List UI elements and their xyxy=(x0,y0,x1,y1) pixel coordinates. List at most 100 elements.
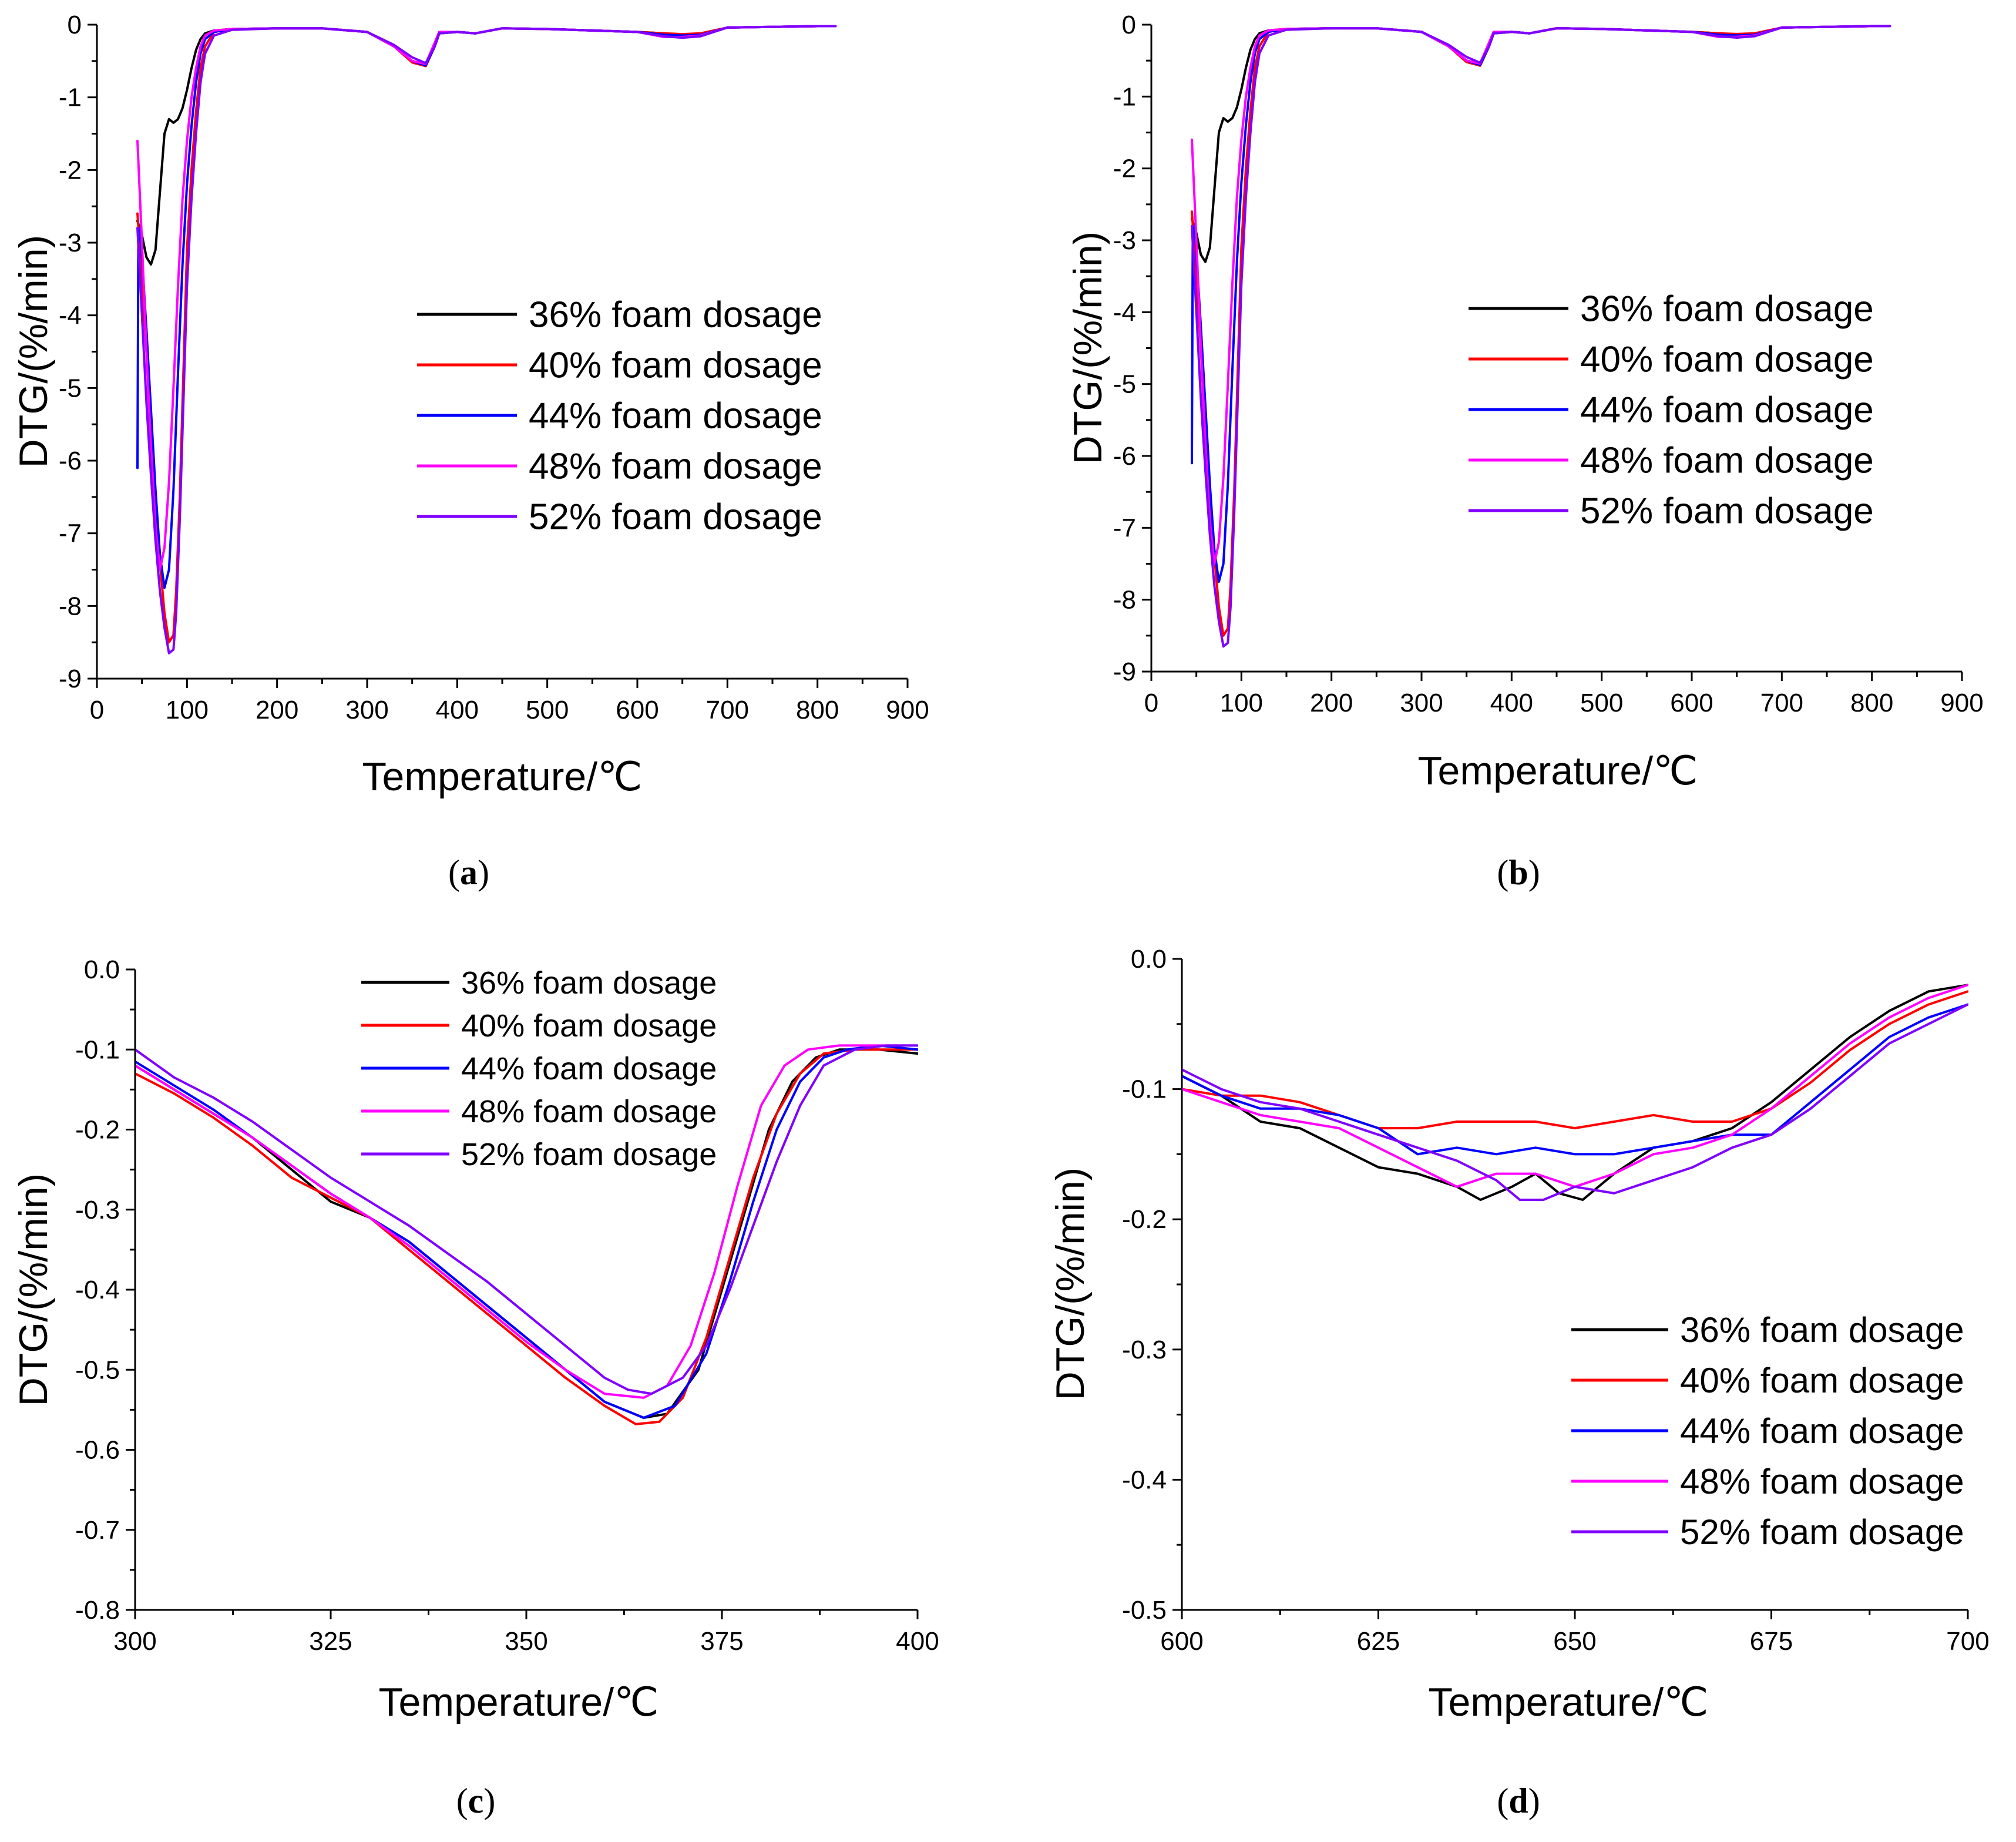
x-tick-label: 700 xyxy=(706,696,749,724)
legend-label: 52% foam dosage xyxy=(529,497,822,538)
legend-label: 44% foam dosage xyxy=(1580,390,1874,431)
series-group xyxy=(136,25,837,655)
legend: 36% foam dosage 40% foam dosage 44% foam d… xyxy=(1571,1310,1964,1552)
legend-label: 48% foam dosage xyxy=(529,447,822,487)
x-tick-label: 400 xyxy=(896,1627,939,1656)
x-tick-label: 200 xyxy=(1310,689,1353,717)
legend-label: 48% foam dosage xyxy=(1580,441,1874,481)
x-tick-label: 600 xyxy=(1160,1627,1203,1656)
x-axis-title: Temperature/℃ xyxy=(1429,1680,1709,1724)
panel-caption: (a) xyxy=(448,853,489,892)
x-tick-label: 375 xyxy=(700,1627,743,1656)
x-tick-label: 700 xyxy=(1760,689,1803,717)
y-tick-label: -0.2 xyxy=(75,1116,120,1145)
x-tick-label: 675 xyxy=(1750,1627,1793,1656)
legend-label: 48% foam dosage xyxy=(1680,1462,1964,1501)
y-tick-label: -1 xyxy=(59,83,82,112)
y-tick-label: -9 xyxy=(1113,657,1136,686)
x-tick-label: 600 xyxy=(616,696,658,724)
x-tick-label: 0 xyxy=(90,696,104,724)
x-tick-label: 500 xyxy=(526,696,569,724)
x-tick-label: 650 xyxy=(1553,1627,1596,1656)
y-tick-label: -6 xyxy=(59,447,82,475)
caption-letter: c xyxy=(468,1781,484,1820)
y-axis-title: DTG/(%/min) xyxy=(1048,1167,1093,1401)
y-tick-label: -3 xyxy=(59,229,82,257)
x-tick-label: 200 xyxy=(256,696,298,724)
x-axis-title: Temperature/℃ xyxy=(1418,749,1698,793)
y-tick-label: -0.6 xyxy=(75,1436,120,1465)
series-line-44-percent xyxy=(1182,1003,1968,1156)
y-tick-label: 0 xyxy=(68,11,82,39)
y-tick-label: -0.3 xyxy=(1122,1336,1167,1364)
caption-letter: b xyxy=(1508,853,1528,892)
x-tick-label: 0 xyxy=(1144,689,1158,717)
x-tick-label: 100 xyxy=(166,696,209,724)
y-tick-label: -0.5 xyxy=(75,1356,120,1384)
y-axis-title: DTG/(%/min) xyxy=(11,235,56,468)
legend: 36% foam dosage 40% foam dosage 44% foam d… xyxy=(1469,289,1874,532)
panel-caption: (c) xyxy=(456,1781,496,1820)
x-tick-label: 400 xyxy=(436,696,479,724)
x-tick-label: 300 xyxy=(1400,689,1443,717)
x-tick-label: 350 xyxy=(505,1627,547,1656)
legend-label: 36% foam dosage xyxy=(1680,1310,1964,1350)
y-tick-label: -9 xyxy=(59,665,82,693)
caption-close-paren: ) xyxy=(1528,853,1540,892)
x-tick-label: 325 xyxy=(309,1627,352,1656)
series-group xyxy=(1182,984,1968,1201)
caption-letter: a xyxy=(460,853,478,892)
y-tick-label: -3 xyxy=(1113,226,1136,255)
y-tick-label: 0 xyxy=(1122,11,1136,39)
legend-label: 36% foam dosage xyxy=(1580,289,1874,330)
series-group xyxy=(136,1044,918,1425)
y-tick-label: -1 xyxy=(1113,82,1136,111)
legend-label: 52% foam dosage xyxy=(1580,491,1874,532)
series-group xyxy=(1191,25,1891,648)
y-tick-label: -0.1 xyxy=(75,1035,120,1064)
y-tick-label: -0.2 xyxy=(1122,1205,1167,1234)
series-line-48-percent xyxy=(136,1044,918,1399)
legend-label: 36% foam dosage xyxy=(461,965,717,1001)
legend: 36% foam dosage 40% foam dosage 44% foam d… xyxy=(417,295,822,538)
panel-c: 300 325 350 375 400 0.0 -0.1 -0.2 -0.3 -0.4 -0.5 -0… xyxy=(11,955,939,1820)
series-line-52-percent xyxy=(136,25,837,655)
legend-label: 52% foam dosage xyxy=(461,1137,717,1172)
y-tick-label: -0.8 xyxy=(75,1596,120,1625)
panel-caption: (b) xyxy=(1497,853,1540,892)
series-line-40-percent xyxy=(1182,990,1968,1130)
legend-label: 40% foam dosage xyxy=(461,1008,717,1044)
y-tick-label: -0.3 xyxy=(75,1196,120,1224)
y-tick-label: -6 xyxy=(1113,442,1136,471)
x-tick-label: 800 xyxy=(1850,689,1893,717)
x-tick-label: 625 xyxy=(1357,1627,1400,1656)
y-tick-label: -8 xyxy=(59,592,82,620)
y-tick-label: -0.1 xyxy=(1122,1075,1167,1104)
y-tick-label: -4 xyxy=(1113,298,1136,327)
y-tick-label: -8 xyxy=(1113,586,1136,615)
y-tick-label: -7 xyxy=(1113,514,1136,542)
y-tick-label: -5 xyxy=(59,374,82,402)
y-tick-label: -7 xyxy=(59,519,82,548)
legend-label: 40% foam dosage xyxy=(1680,1361,1964,1400)
panel-caption: (d) xyxy=(1497,1781,1540,1820)
x-tick-label: 400 xyxy=(1490,689,1533,717)
panel-b: 0 100 200 300 400 500 600 700 800 900 0 -1 -2 -3 -4 -5 -… xyxy=(1066,11,1984,892)
x-tick-label: 100 xyxy=(1220,689,1263,717)
y-tick-label: -0.5 xyxy=(1122,1596,1167,1625)
legend-label: 44% foam dosage xyxy=(529,396,822,437)
series-line-52-percent xyxy=(1182,1003,1968,1201)
legend-label: 52% foam dosage xyxy=(1680,1512,1964,1552)
x-tick-label: 300 xyxy=(113,1627,156,1656)
legend-label: 44% foam dosage xyxy=(461,1051,717,1086)
y-axis-title: DTG/(%/min) xyxy=(1066,231,1110,465)
caption-open-paren: ( xyxy=(1497,1781,1508,1820)
y-tick-label: -2 xyxy=(59,156,82,184)
x-tick-label: 800 xyxy=(796,696,839,724)
y-tick-label: -0.4 xyxy=(1122,1465,1167,1494)
series-line-40-percent xyxy=(136,1048,918,1425)
legend: 36% foam dosage 40% foam dosage 44% foam d… xyxy=(361,965,717,1172)
legend-label: 36% foam dosage xyxy=(529,295,822,335)
